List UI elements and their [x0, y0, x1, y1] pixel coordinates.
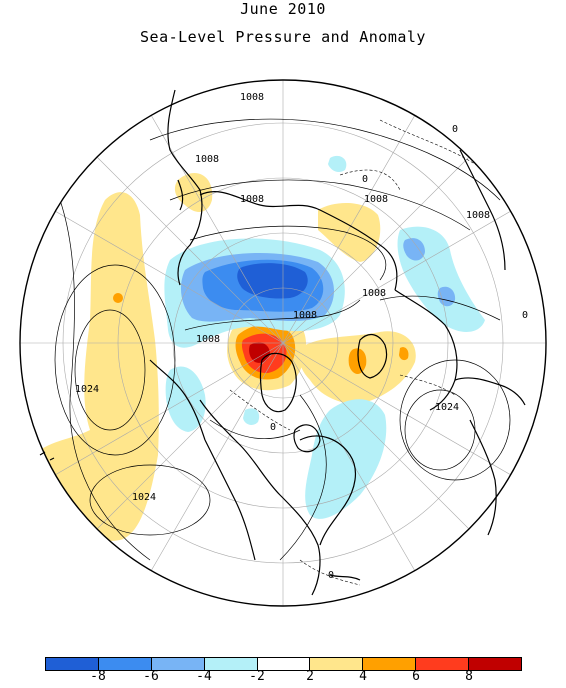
coast-north-america-west [204, 439, 256, 561]
colorbar-segment [310, 658, 364, 670]
anomaly-siberia-negative-strong [237, 263, 308, 299]
contour-label: 1024 [435, 402, 459, 413]
anomaly-siberia-positive [318, 203, 381, 262]
anomaly-pacific-core [113, 293, 123, 303]
colorbar-segment [151, 658, 205, 670]
colorbar-tick-label: 2 [306, 669, 314, 684]
pressure-contours [54, 118, 511, 561]
contour-label: 1024 [132, 492, 156, 503]
coast-mediterranean [454, 377, 526, 406]
contour-label: 1008 [196, 334, 220, 345]
map-title: June 2010 [240, 0, 326, 18]
lat-lon-grid [20, 80, 546, 606]
colorbar-tick-label: 6 [412, 669, 420, 684]
contour-label: 1024 [75, 384, 99, 395]
colorbar-segment [363, 658, 417, 670]
contour-label: 0 [328, 570, 334, 581]
coast-alaska [149, 359, 206, 441]
anomaly-europe-core2 [399, 347, 409, 361]
colorbar-segment [46, 658, 99, 670]
anomaly-europe-core [348, 348, 367, 375]
contour-label: 1008 [364, 194, 388, 205]
coast-scandinavia [357, 333, 388, 379]
contour-label: 1008 [240, 92, 264, 103]
coastlines [39, 89, 526, 596]
anomaly-eurasia-east-light [403, 238, 425, 261]
coast-greenland [259, 352, 297, 413]
map-boundary [19, 79, 547, 607]
contour-label: 0 [522, 310, 528, 321]
colorbar-segment [469, 658, 522, 670]
coast-africa [469, 419, 497, 536]
colorbar-tick-label: -6 [143, 669, 159, 684]
colorbar-tick-label: -4 [196, 669, 212, 684]
coast-europe [394, 289, 458, 411]
colorbar-segment [98, 658, 152, 670]
colorbar-tick-label: 8 [465, 669, 473, 684]
contour-label: 0 [362, 174, 368, 185]
contour-label: 0 [452, 124, 458, 135]
anomaly-pacific-positive [34, 192, 159, 541]
coast-north-america-east [299, 435, 357, 546]
coast-asia-north [199, 191, 398, 291]
coast-asia-east [167, 89, 203, 286]
colorbar-segment [416, 658, 470, 670]
anomaly-small-negative-2 [243, 408, 260, 425]
colorbar-tick-label: 4 [359, 669, 367, 684]
anomaly-shading [34, 155, 485, 541]
colorbar-segment [204, 658, 258, 670]
colorbar-tick-label: -8 [90, 669, 106, 684]
contour-labels: 1008 1008 1008 1008 1008 1008 1008 1008 … [75, 92, 528, 581]
coast-japan [177, 179, 184, 211]
contour-label: 1008 [293, 310, 317, 321]
contour-label: 1008 [362, 288, 386, 299]
anomaly-asia-positive [174, 172, 213, 212]
coast-middle-east [459, 149, 506, 271]
anomaly-small-negative-1 [328, 155, 347, 173]
colorbar-segment [257, 658, 311, 670]
colorbar [45, 657, 522, 671]
contour-label: 0 [270, 422, 276, 433]
map-subtitle: Sea-Level Pressure and Anomaly [140, 28, 426, 46]
coast-caribbean [329, 574, 361, 581]
coast-north-america [199, 399, 321, 596]
colorbar-tick-label: -2 [249, 669, 265, 684]
contour-label: 1008 [466, 210, 490, 221]
contour-label: 1008 [195, 154, 219, 165]
contour-label: 1008 [240, 194, 264, 205]
coast-hudson-bay [293, 424, 321, 453]
anomaly-atlantic-negative [305, 399, 387, 519]
